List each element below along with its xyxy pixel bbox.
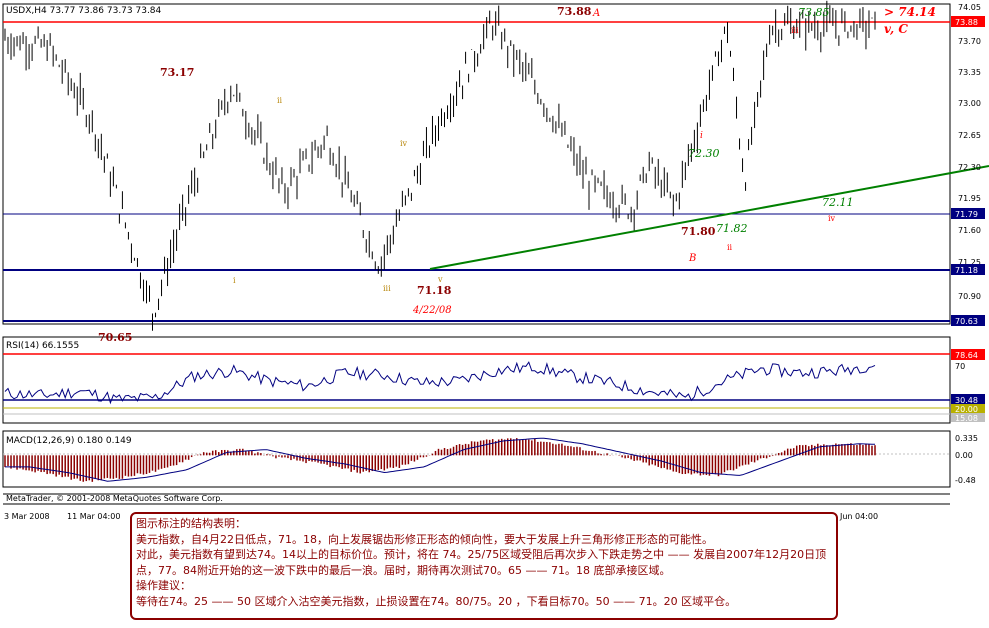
svg-text:71.95: 71.95 — [958, 194, 981, 203]
time-tick-2: Jun 04:00 — [839, 512, 878, 521]
rsi-title: RSI(14) 66.1555 — [6, 341, 79, 351]
svg-text:72.30: 72.30 — [958, 163, 981, 172]
annot-7211: 72.11 — [822, 196, 854, 209]
annot-7385: 73.85 — [798, 6, 830, 19]
svg-text:71.60: 71.60 — [958, 226, 981, 235]
annot-7182: 71.82 — [716, 222, 748, 235]
annot-v-1: v — [437, 275, 443, 284]
macd-axis-bottom: -0.48 — [955, 476, 976, 485]
annot-iv-2: iv — [828, 214, 836, 223]
price-label-7179: 71.79 — [955, 210, 978, 219]
annot-b-letter: B — [688, 253, 696, 264]
svg-text:72.65: 72.65 — [958, 131, 981, 140]
time-tick-1: 11 Mar 04:00 — [67, 512, 120, 521]
price-label-7118: 71.18 — [955, 266, 978, 275]
footer-copyright: MetaTrader, © 2001-2008 MetaQuotes Softw… — [6, 494, 223, 503]
annot-7230: 72.30 — [688, 147, 720, 160]
annot-a-letter: A — [592, 8, 600, 19]
macd-axis-zero: 0.00 — [955, 451, 973, 460]
annot-date: 4/22/08 — [412, 305, 452, 316]
note-line: 等待在74。25 —— 50 区域介入沽空美元指数，止损设置在74。80/75。… — [136, 594, 737, 608]
note-line: 对此，美元指数有望到达74。14以上的目标价位。预计，将在 74。25/75区域… — [136, 548, 827, 561]
svg-text:73.35: 73.35 — [958, 68, 981, 77]
commentary-box: 图示标注的结构表明： 美元指数，自4月22日低点，71。18，向上发展锯齿形修正… — [130, 512, 838, 620]
price-label-7388: 73.88 — [955, 18, 978, 27]
svg-text:73.70: 73.70 — [958, 37, 981, 46]
price-scale: 74.05 73.70 73.35 73.00 72.65 72.30 71.9… — [958, 3, 981, 301]
rsi-axis-70: 70 — [955, 362, 965, 371]
note-line: 美元指数，自4月22日低点，71。18，向上发展锯齿形修正形态的倾向性，要大于发… — [136, 532, 713, 546]
time-tick-0: 3 Mar 2008 — [4, 512, 50, 521]
annot-iii-top: iii — [791, 26, 799, 35]
note-line: 点，77。84附近开始的这一波下跌中的最后一浪。届时，期待再次测试70。65 —… — [136, 563, 671, 577]
svg-text:73.00: 73.00 — [958, 99, 981, 108]
rsi-level-1508: 15.08 — [955, 414, 978, 423]
svg-text:74.05: 74.05 — [958, 3, 981, 12]
annot-7065-low: 70.65 — [98, 331, 132, 344]
rsi-level-2000: 20.00 — [955, 405, 978, 414]
macd-title: MACD(12,26,9) 0.180 0.149 — [6, 436, 132, 446]
note-line: 图示标注的结构表明： — [136, 517, 246, 530]
annot-iv-1: iv — [400, 139, 408, 148]
macd-axis-top: 0.335 — [955, 434, 978, 443]
annot-7180: 71.80 — [681, 225, 716, 238]
annot-ii-1: ii — [277, 96, 283, 105]
trendline-support[interactable] — [429, 165, 989, 270]
svg-text:70.90: 70.90 — [958, 292, 981, 301]
annot-7317: 73.17 — [160, 66, 194, 79]
macd-histogram — [4, 438, 876, 482]
price-bars — [4, 0, 876, 331]
annot-target: > 74.14 — [884, 5, 936, 19]
annot-a-high: 73.88 — [557, 5, 592, 18]
annot-vc: v, C — [884, 22, 908, 36]
macd-signal-line — [5, 437, 875, 482]
chart-title: USDX,H4 73.77 73.86 73.73 73.84 — [6, 6, 162, 16]
annot-7118-low: 71.18 — [417, 284, 452, 297]
rsi-level-3048: 30.48 — [955, 396, 978, 405]
rsi-line — [4, 361, 876, 405]
rsi-level-7864: 78.64 — [955, 351, 978, 360]
annot-i-1: i — [233, 276, 236, 285]
price-label-7063: 70.63 — [955, 317, 978, 326]
note-line: 操作建议： — [136, 579, 191, 592]
svg-text:71.25: 71.25 — [958, 258, 981, 267]
annot-i-2: i — [700, 131, 703, 141]
annot-ii-2: ii — [727, 243, 733, 252]
annot-iii-1: iii — [383, 284, 391, 293]
